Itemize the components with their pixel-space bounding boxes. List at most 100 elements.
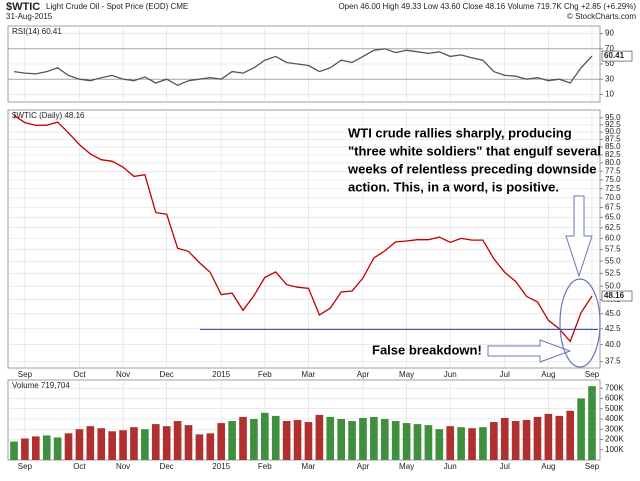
y-tick-label: 62.5 [605,223,621,232]
x-tick-label: Sep [18,462,33,471]
volume-bar [457,427,465,460]
x-tick-label: Dec [160,462,174,471]
volume-bar [435,429,444,460]
volume-bar [446,426,455,460]
x-tick-label: 2015 [212,462,230,471]
date: 31-Aug-2015 [6,12,53,21]
volume-bar [544,413,553,460]
volume-bar [413,424,422,460]
volume-bar [566,410,575,460]
volume-bar [86,426,95,460]
arrow-right [487,339,572,363]
y-tick-label: 90 [605,29,614,38]
y-tick-label: 77.5 [605,166,621,175]
x-tick-label: Oct [73,462,86,471]
volume-bar [271,415,280,460]
last-value-label: 48.16 [604,291,625,300]
x-tick-label: Aug [541,462,555,471]
volume-bar [64,433,73,460]
volume-bar [588,386,596,460]
y-tick-label: 40.0 [605,340,621,349]
annotation: WTI crude rallies sharply, producing [348,125,572,140]
x-tick-label: Mar [302,462,316,471]
y-tick-label: 95.0 [605,113,621,122]
volume-bar [206,433,215,460]
y-tick-label: 72.5 [605,184,621,193]
x-tick-label: May [399,370,414,379]
last-value-box [601,50,633,62]
volume-bar [468,428,476,460]
x-tick-label: Jun [444,370,457,379]
quote: Open 46.00 High 49.33 Low 43.60 Close 48… [338,2,636,11]
volume-bar [293,420,302,460]
volume-bar [119,430,127,460]
volume-bar [250,418,258,460]
y-tick-label: 55.0 [605,256,621,265]
x-tick-label: 2015 [212,370,230,379]
volume-bar [500,417,509,460]
x-tick-label: Sep [18,370,33,379]
y-tick-label: 85.0 [605,142,621,151]
y-tick-label: 67.5 [605,203,621,212]
volume-bar [511,421,520,460]
y-tick-label: 50.0 [605,281,621,290]
panel-title: $WTIC (Daily) 48.16 [12,111,85,120]
x-tick-label: Nov [116,462,130,471]
callout: False breakdown! [372,342,482,357]
x-tick-label: Jul [500,462,510,471]
x-tick-label: Feb [258,462,272,471]
x-tick-label: Jul [500,370,510,379]
y-tick-label: 70.0 [605,193,621,202]
volume-bar [21,438,29,460]
series-line [13,114,593,343]
volume-bar [359,417,367,460]
x-tick-label: Jun [444,462,457,471]
y-tick-label: 50 [605,59,614,68]
x-tick-label: Aug [541,370,555,379]
y-tick-label: 45.0 [605,309,621,318]
volume-bar [337,418,345,460]
volume-bar [184,425,193,460]
volume-bar [130,427,138,460]
y-tick-label: 600K [605,394,624,403]
x-tick-label: May [399,462,414,471]
y-tick-label: 400K [605,414,624,423]
volume-bar [348,421,356,460]
x-tick-label: Sep [585,370,600,379]
volume-bar [479,427,487,460]
y-tick-label: 57.5 [605,245,621,254]
y-tick-label: 90.0 [605,127,621,136]
volume-bar [380,418,389,460]
volume-bar [490,422,498,460]
panel-title: RSI(14) 60.41 [12,27,62,36]
annotation: "three white soldiers" that engulf sever… [348,143,601,158]
y-tick-label: 52.5 [605,269,621,278]
volume-bar [522,420,531,460]
x-tick-label: Feb [258,370,272,379]
y-tick-label: 30 [605,74,614,83]
volume-bar [141,429,149,460]
y-tick-label: 82.5 [605,150,621,159]
volume-bar [424,425,433,460]
volume-bar [195,434,204,460]
annotation: action. This, in a word, is positive. [348,179,559,194]
x-tick-label: Nov [116,370,130,379]
volume-bar [217,423,226,460]
arrow-down [565,195,593,278]
volume-bar [304,422,313,460]
panel-frame [7,109,601,369]
volume-bar [315,414,324,460]
panel-frame [7,379,601,461]
panel-title: Volume 719,704 [12,381,70,390]
volume-bar [533,416,542,460]
series-line [13,48,593,87]
volume-bar [10,441,18,460]
symbol: $WTIC [6,1,40,13]
volume-bar [370,416,378,460]
y-tick-label: 37.5 [605,357,621,366]
x-tick-label: Apr [357,462,370,471]
y-tick-label: 300K [605,424,624,433]
y-tick-label: 700K [605,383,624,392]
